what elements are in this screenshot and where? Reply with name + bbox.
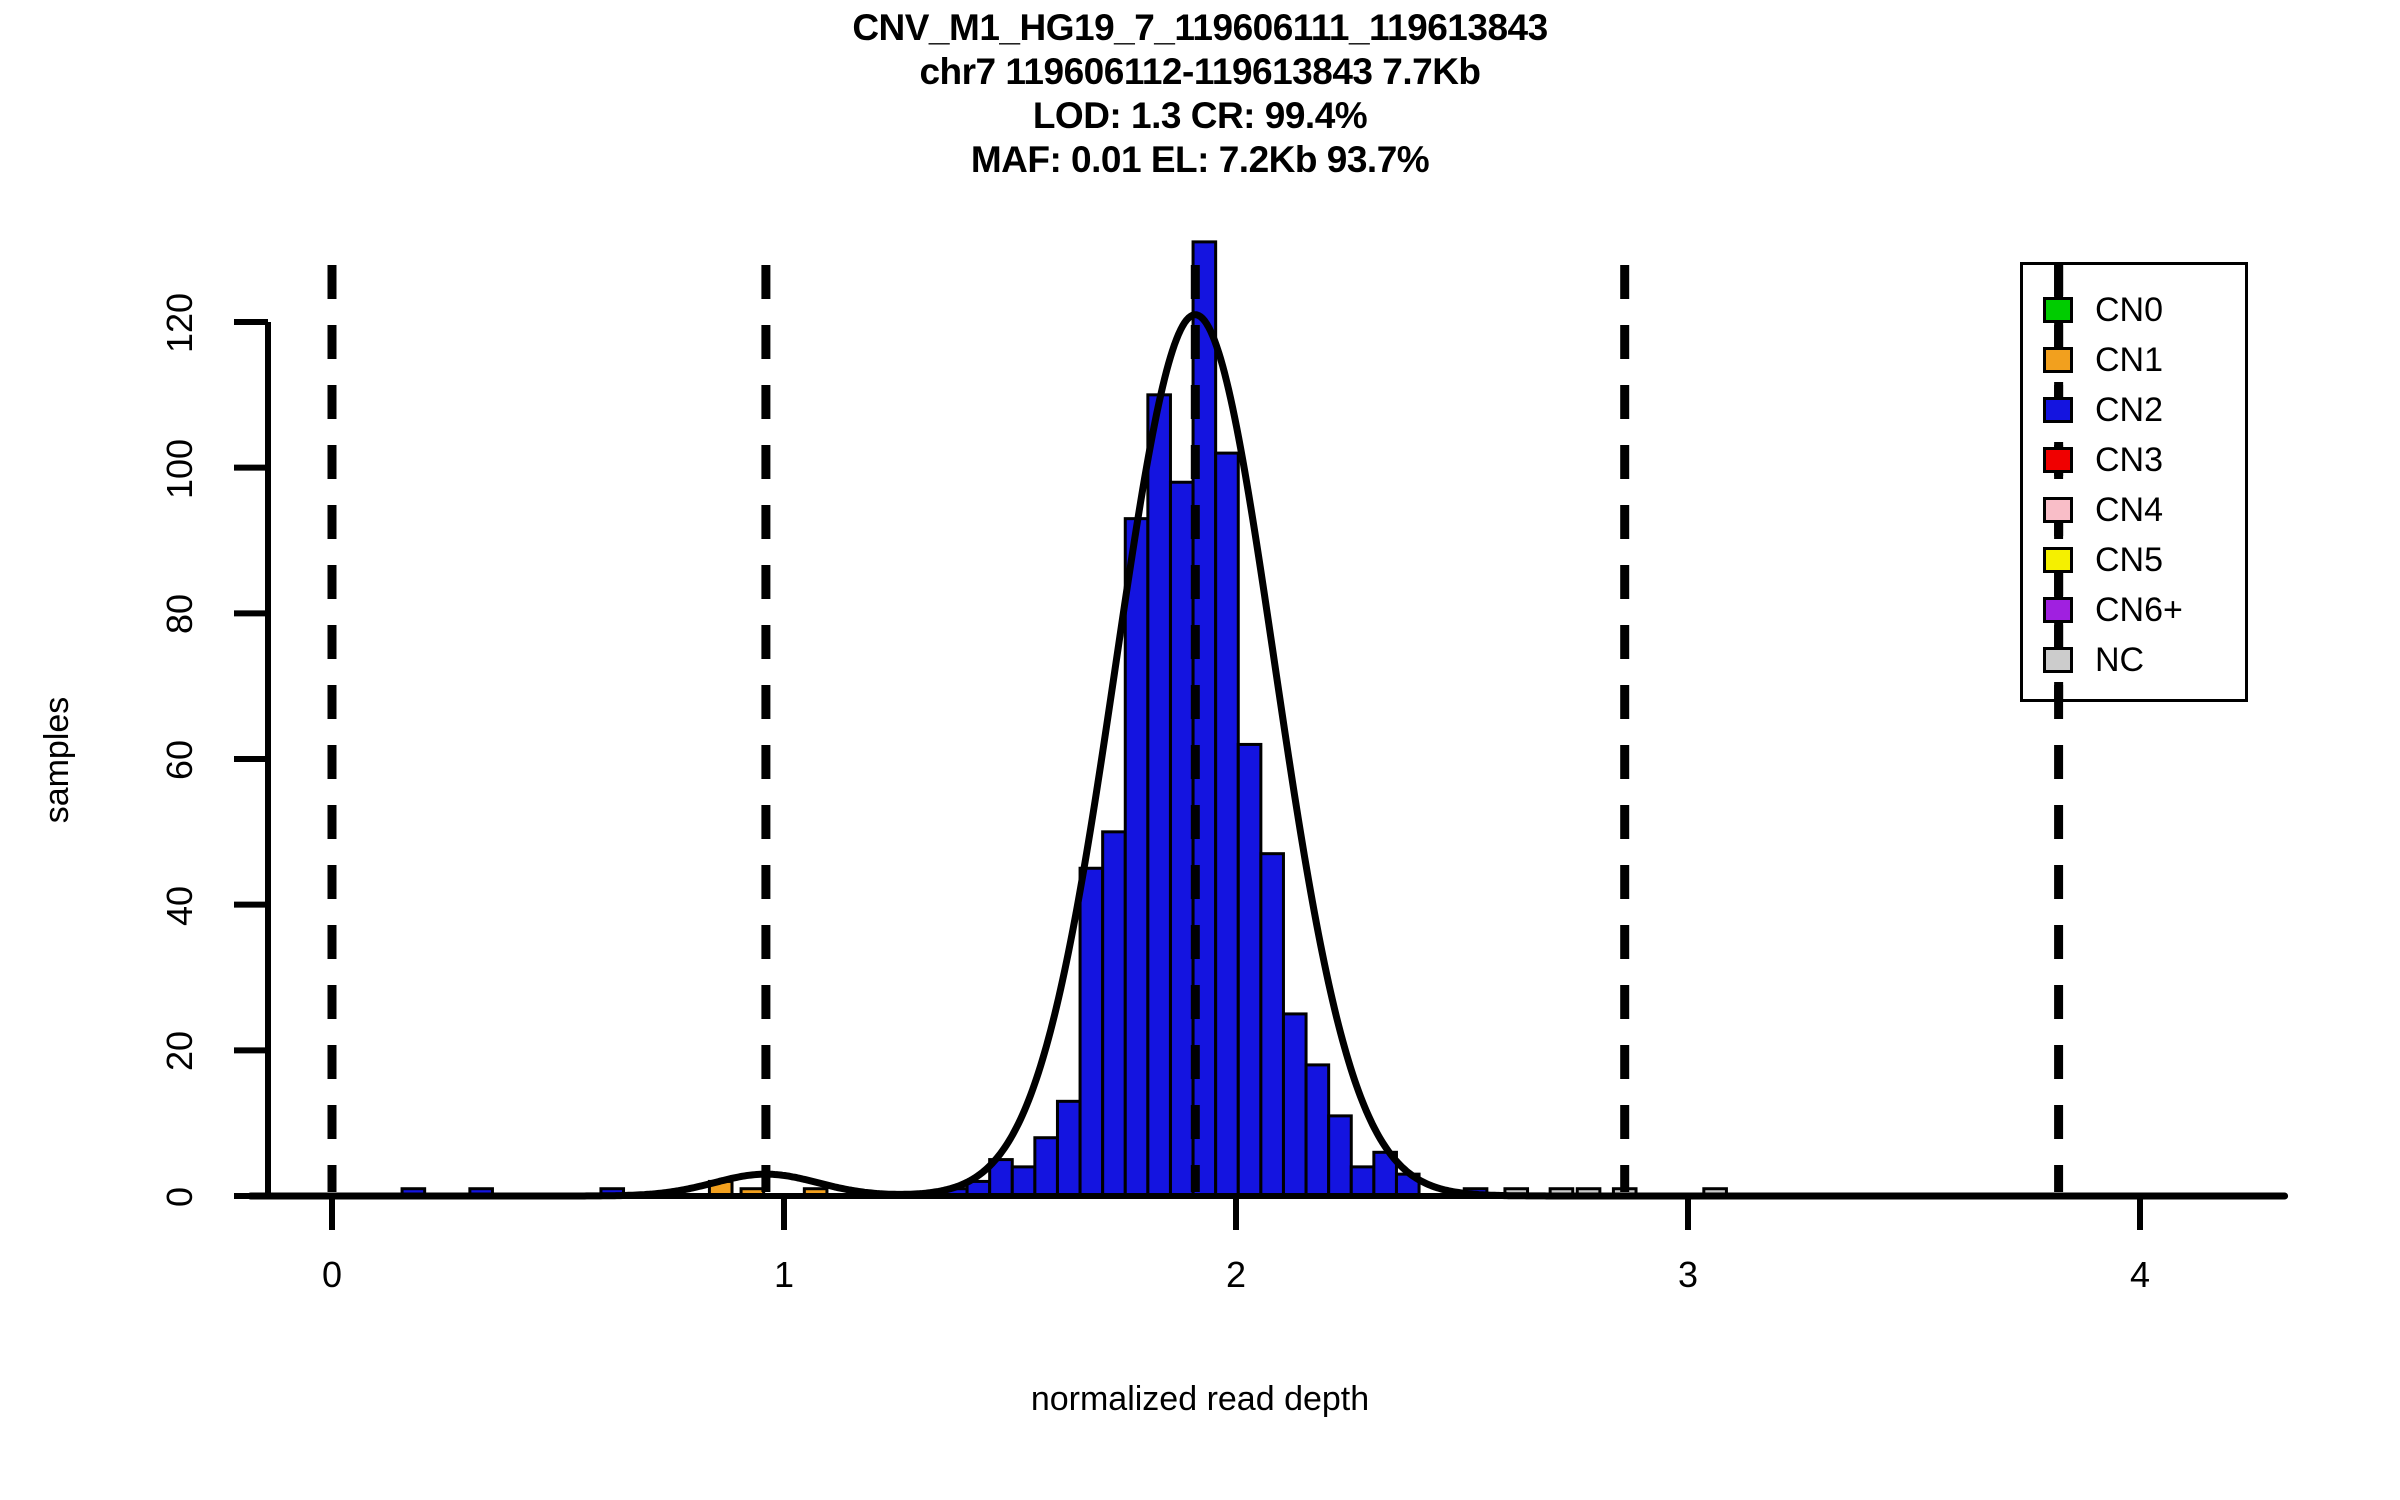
histogram-bar: [1259, 852, 1285, 1198]
y-tick-label: 80: [159, 594, 200, 635]
legend-item-nc[interactable]: NC: [2043, 641, 2144, 679]
histogram-bar: [1101, 830, 1127, 1198]
legend-swatch-icon: [2043, 297, 2073, 323]
legend-item-cn3[interactable]: CN3: [2043, 441, 2163, 479]
legend-label: NC: [2095, 641, 2145, 679]
legend-item-cn4[interactable]: CN4: [2043, 491, 2163, 529]
legend-item-cn1[interactable]: CN1: [2043, 341, 2163, 379]
legend-item-cn2[interactable]: CN2: [2043, 391, 2163, 429]
legend-label: CN5: [2095, 541, 2164, 579]
x-tick-label: 2: [1225, 1254, 1247, 1295]
histogram-bar: [1214, 451, 1240, 1198]
legend-label: CN4: [2095, 491, 2164, 529]
y-tick-label: 20: [159, 1031, 200, 1072]
legend-label: CN2: [2095, 391, 2164, 429]
legend-swatch-icon: [2043, 547, 2073, 573]
legend-swatch-icon: [2043, 447, 2073, 473]
legend-swatch-icon: [2043, 597, 2073, 623]
legend-item-cn6plus[interactable]: CN6+: [2043, 591, 2183, 629]
histogram-bar: [1349, 1165, 1376, 1198]
legend-label: CN6+: [2095, 591, 2183, 629]
legend-label: CN0: [2095, 291, 2164, 329]
legend: CN0 CN1 CN2 CN3 CN4 CN5 CN6+ NC: [2020, 262, 2248, 702]
x-axis-label: normalized read depth: [1030, 1380, 1370, 1418]
histogram-bar: [1033, 1136, 1059, 1198]
title-line-4: MAF: 0.01 EL: 7.2Kb 93.7%: [970, 139, 1430, 180]
histogram-bar: [1078, 866, 1105, 1198]
y-tick-label: 40: [159, 885, 200, 926]
legend-swatch-icon: [2043, 497, 2073, 523]
x-tick-label: 0: [321, 1254, 343, 1295]
x-tick-label: 3: [1677, 1254, 1699, 1295]
histogram-bar: [1146, 393, 1172, 1198]
title-line-3: LOD: 1.3 CR: 99.4%: [1032, 95, 1368, 136]
histogram-bar: [1281, 1012, 1308, 1198]
y-axis-label: samples: [38, 696, 76, 824]
legend-swatch-icon: [2043, 647, 2073, 673]
histogram-bar: [1123, 517, 1150, 1198]
legend-label: CN1: [2095, 341, 2164, 379]
histogram-bar: [1168, 480, 1195, 1198]
histogram-bar: [1304, 1063, 1331, 1198]
legend-item-cn5[interactable]: CN5: [2043, 541, 2163, 579]
x-tick-label: 1: [773, 1254, 795, 1295]
title-line-2: chr7 119606112-119613843 7.7Kb: [919, 51, 1481, 92]
legend-item-cn0[interactable]: CN0: [2043, 291, 2163, 329]
histogram-bar: [1055, 1099, 1082, 1198]
y-tick-label: 60: [159, 739, 200, 781]
legend-swatch-icon: [2043, 397, 2073, 423]
page-title: CNV_M1_HG19_7_119606111_119613843 chr7 1…: [0, 6, 2400, 182]
y-tick-label: 100: [159, 438, 200, 499]
histogram-bar: [1236, 742, 1263, 1198]
x-tick-label: 4: [2129, 1254, 2151, 1295]
legend-swatch-icon: [2043, 347, 2073, 373]
y-tick-label: 120: [159, 292, 200, 353]
histogram-bar: [1010, 1165, 1037, 1198]
legend-label: CN3: [2095, 441, 2164, 479]
title-line-1: CNV_M1_HG19_7_119606111_119613843: [852, 7, 1548, 48]
y-tick-label: 0: [159, 1186, 200, 1208]
histogram-bar: [1327, 1114, 1353, 1198]
